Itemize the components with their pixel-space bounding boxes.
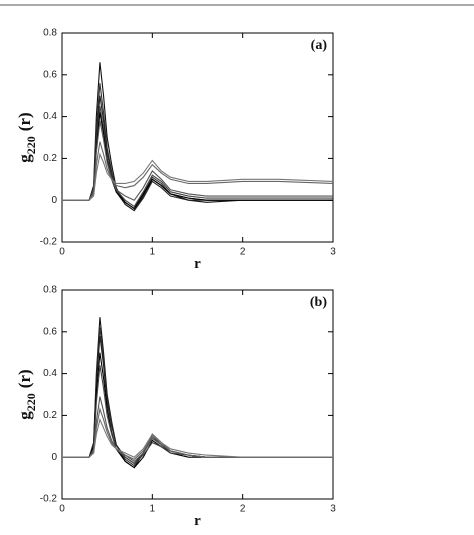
y-label-main: g bbox=[15, 411, 34, 420]
x-tick-label: 3 bbox=[330, 247, 336, 258]
series-line bbox=[62, 152, 334, 201]
y-label-tail: (r) bbox=[15, 112, 34, 131]
y-label-tail: (r) bbox=[15, 369, 34, 388]
series-line bbox=[62, 327, 333, 467]
series-line bbox=[62, 317, 333, 469]
y-label-sub: 220 bbox=[24, 393, 38, 411]
series-line bbox=[62, 83, 333, 210]
x-tick-label: 2 bbox=[240, 504, 246, 515]
annotation: (b) bbox=[310, 295, 327, 310]
series-line bbox=[62, 120, 333, 201]
plot-frame bbox=[61, 289, 334, 500]
series-line bbox=[62, 112, 333, 210]
y-axis-label: g220 (r) bbox=[15, 112, 38, 162]
series-line bbox=[62, 352, 333, 469]
series-line bbox=[62, 335, 333, 465]
y-tick-label: 0.6 bbox=[43, 326, 57, 337]
plot-frame bbox=[61, 32, 334, 243]
y-axis-label: g220 (r) bbox=[15, 369, 38, 419]
x-tick-label: 1 bbox=[150, 247, 156, 258]
y-tick-label: 0.8 bbox=[43, 28, 57, 39]
x-tick-label: 3 bbox=[330, 504, 336, 515]
y-tick-label: -0.2 bbox=[40, 494, 58, 505]
series-line bbox=[62, 407, 333, 460]
y-tick-label: -0.2 bbox=[40, 237, 58, 248]
series-line bbox=[62, 106, 333, 208]
y-tick-label: 0 bbox=[51, 452, 57, 463]
y-tick-label: 0.4 bbox=[43, 368, 57, 379]
y-tick-label: 0.2 bbox=[43, 153, 57, 164]
series-line bbox=[62, 396, 333, 463]
y-tick-label: 0.2 bbox=[43, 410, 57, 421]
series-line bbox=[62, 141, 334, 201]
y-tick-label: 0.4 bbox=[43, 111, 57, 122]
y-tick-label: 0.8 bbox=[43, 285, 57, 296]
x-tick-label: 0 bbox=[59, 504, 65, 515]
series-line bbox=[62, 95, 333, 212]
x-axis-label: r bbox=[194, 513, 201, 529]
y-label-sub: 220 bbox=[24, 136, 38, 154]
x-tick-label: 1 bbox=[150, 504, 156, 515]
series-line bbox=[62, 417, 333, 458]
y-tick-label: 0 bbox=[51, 195, 57, 206]
series-line bbox=[62, 365, 333, 465]
annotation: (a) bbox=[311, 38, 328, 53]
y-tick-label: 0.6 bbox=[43, 69, 57, 80]
x-axis-label: r bbox=[194, 256, 201, 272]
y-label-main: g bbox=[15, 154, 34, 163]
x-tick-label: 0 bbox=[59, 247, 65, 258]
x-tick-label: 2 bbox=[240, 247, 246, 258]
